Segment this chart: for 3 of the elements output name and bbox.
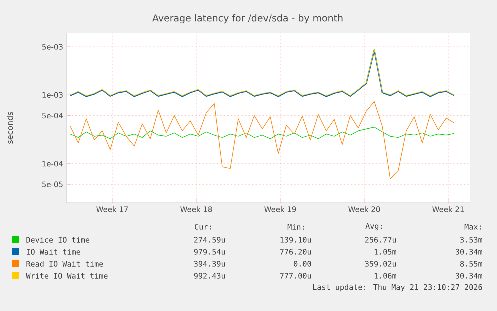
line-series — [70, 127, 455, 140]
chart-title: Average latency for /dev/sda - by month — [152, 14, 343, 24]
line-series — [70, 101, 455, 180]
